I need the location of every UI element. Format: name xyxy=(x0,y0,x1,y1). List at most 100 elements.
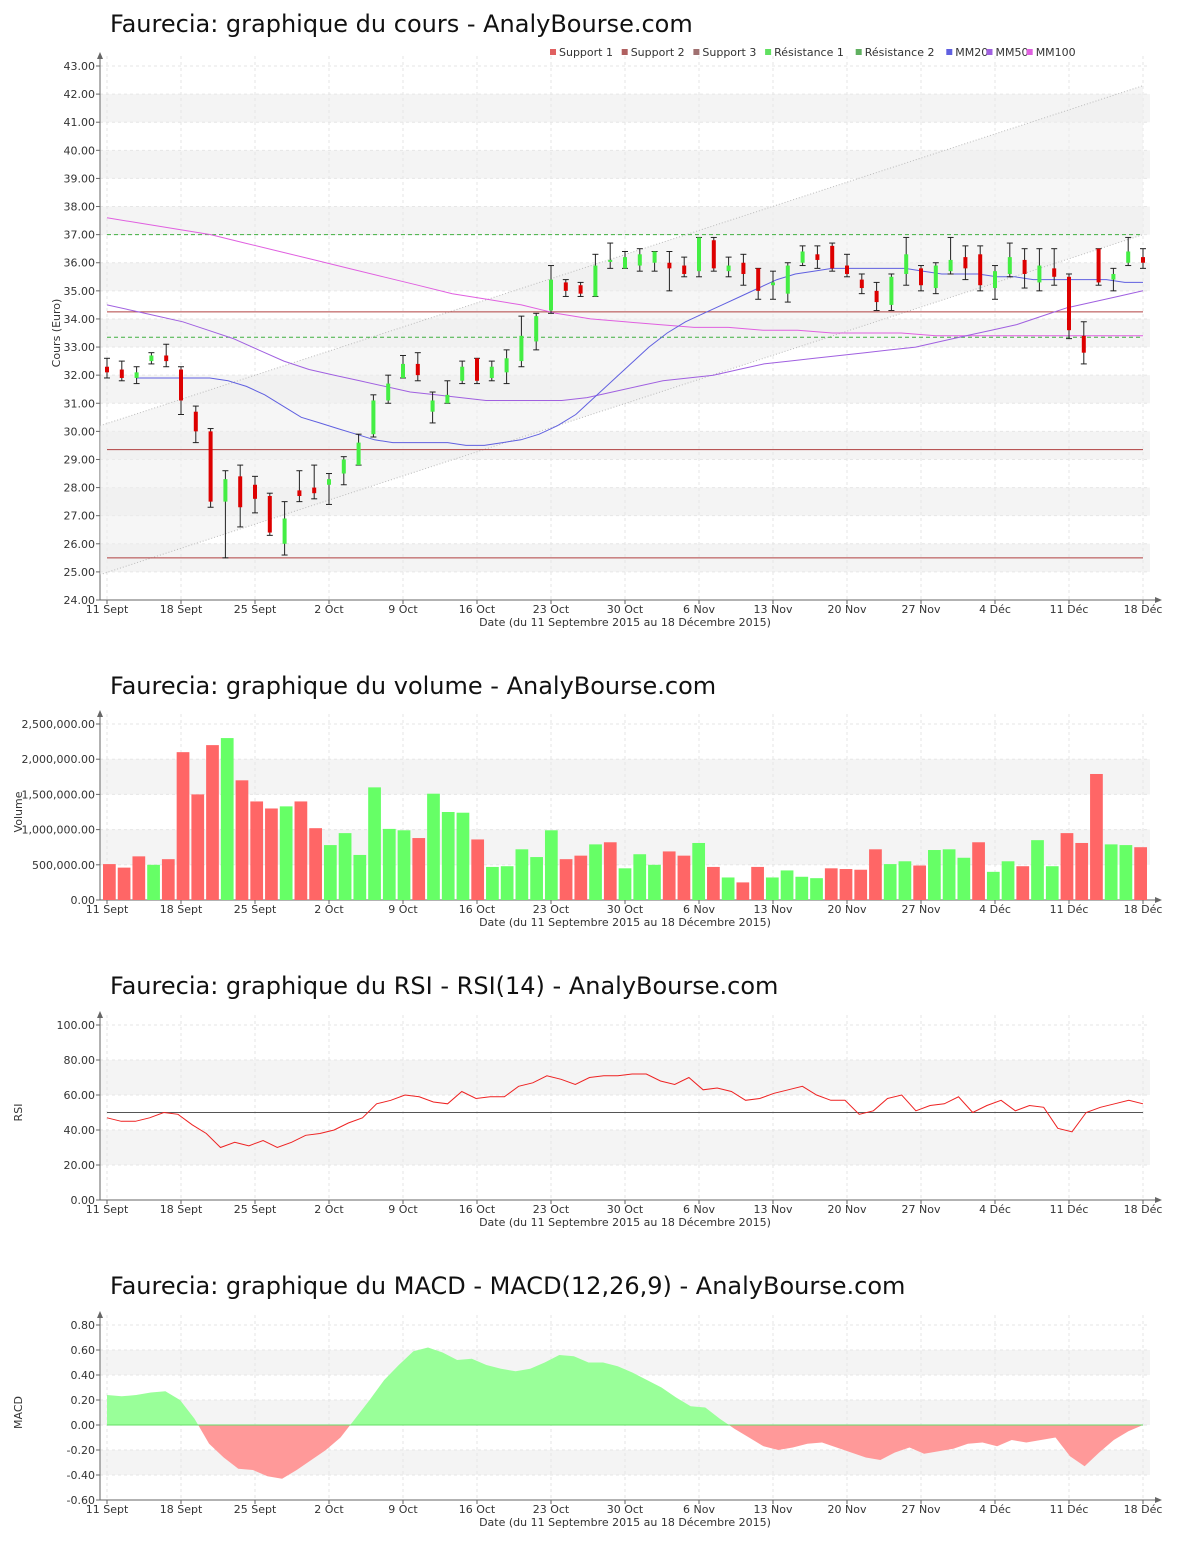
macd-ytick-label: 0.40 xyxy=(71,1369,96,1382)
mm50-line xyxy=(106,290,1144,401)
candle-body xyxy=(697,237,701,272)
candle-body xyxy=(682,265,687,274)
volume-bar xyxy=(515,849,529,900)
macd-chart-title: Faurecia: graphique du MACD - MACD(12,26… xyxy=(110,1272,906,1300)
legend-label: MM20 xyxy=(955,46,988,59)
volume-bar xyxy=(883,864,897,900)
volume-bar xyxy=(751,866,764,900)
macd-ytick-label: 0.60 xyxy=(71,1344,96,1357)
volume-bar xyxy=(530,857,543,900)
macd-xtick-label: 11 Sept xyxy=(86,1503,129,1516)
candle-body xyxy=(1081,335,1086,353)
volume-bar xyxy=(132,856,146,900)
rsi-ytick-label: 40.00 xyxy=(64,1124,96,1137)
price-ytick-label: 36.00 xyxy=(64,257,96,270)
candle-body xyxy=(193,411,198,432)
candle-body xyxy=(341,459,346,474)
volume-bar xyxy=(736,882,750,900)
candle-body xyxy=(859,279,864,289)
volume-bar xyxy=(972,842,985,900)
volume-bar xyxy=(323,845,337,900)
rsi-xtick-label: 25 Sept xyxy=(234,1203,277,1216)
volume-bar xyxy=(1016,866,1030,900)
candle-body xyxy=(1037,265,1042,283)
volume-bar xyxy=(824,868,838,900)
candle-body xyxy=(1052,268,1057,277)
macd-xtick-label: 30 Oct xyxy=(607,1503,644,1516)
price-ytick-label: 35.00 xyxy=(64,285,96,298)
rsi-ytick-label: 100.00 xyxy=(57,1019,96,1032)
macd-xtick-label: 9 Oct xyxy=(388,1503,418,1516)
price-xtick-label: 9 Oct xyxy=(388,603,418,616)
macd-ytick-label: 0.80 xyxy=(71,1319,96,1332)
macd-xtick-label: 18 Sept xyxy=(160,1503,203,1516)
volume-xtick-label: 6 Nov xyxy=(683,903,715,916)
volume-bar xyxy=(810,878,823,900)
price-ytick-label: 31.00 xyxy=(64,397,96,410)
price-ytick-label: 40.00 xyxy=(64,144,96,157)
candle-body xyxy=(845,265,849,274)
volume-bar xyxy=(1104,844,1118,900)
price-ytick-label: 38.00 xyxy=(64,201,96,214)
candle-body xyxy=(105,366,109,373)
volume-bar xyxy=(1031,840,1044,900)
macd-area-negative xyxy=(198,1425,351,1479)
price-ytick-label: 28.00 xyxy=(64,482,96,495)
legend-swatch xyxy=(621,49,628,55)
macd-xtick-label: 18 Déc xyxy=(1124,1503,1163,1516)
candle-body xyxy=(504,358,509,373)
rsi-xtick-label: 13 Nov xyxy=(754,1203,793,1216)
volume-bar xyxy=(353,854,367,900)
price-ytick-label: 26.00 xyxy=(64,538,96,551)
candle-body xyxy=(430,400,435,412)
rsi-line xyxy=(106,1073,1144,1149)
volume-bar xyxy=(1045,866,1059,900)
volume-xtick-label: 2 Oct xyxy=(314,903,344,916)
candle-body xyxy=(623,257,627,269)
price-xtick-label: 4 Déc xyxy=(979,603,1011,616)
volume-bar xyxy=(707,866,720,900)
volume-bar xyxy=(220,738,234,900)
legend-swatch xyxy=(550,49,556,55)
mm20-line xyxy=(136,267,1143,446)
volume-bar xyxy=(441,812,455,900)
candle-body xyxy=(356,442,361,466)
volume-bar xyxy=(161,859,175,900)
candle-body xyxy=(726,265,731,272)
candle-body xyxy=(475,358,479,381)
candle-body xyxy=(593,265,598,297)
volume-bar xyxy=(942,849,956,900)
price-ytick-label: 42.00 xyxy=(64,88,96,101)
candle-body xyxy=(149,355,154,362)
rsi-xtick-label: 18 Sept xyxy=(160,1203,203,1216)
price-xlabel: Date (du 11 Septembre 2015 au 18 Décembr… xyxy=(479,616,771,629)
volume-bar xyxy=(309,828,322,900)
rsi-xtick-label: 18 Déc xyxy=(1124,1203,1163,1216)
volume-bar xyxy=(471,839,485,900)
volume-bar xyxy=(589,844,602,900)
candle-body xyxy=(312,487,317,494)
candle-body xyxy=(489,366,494,378)
volume-bar xyxy=(574,855,588,900)
price-ytick-label: 39.00 xyxy=(64,172,96,185)
candle-body xyxy=(652,251,657,263)
macd-ytick-label: -0.60 xyxy=(67,1494,95,1507)
price-xtick-label: 13 Nov xyxy=(754,603,793,616)
volume-bar xyxy=(721,877,735,900)
volume-bar xyxy=(618,868,632,900)
macd-ytick-label: -0.40 xyxy=(67,1469,95,1482)
volume-bar xyxy=(191,794,205,900)
price-xtick-label: 11 Sept xyxy=(86,603,129,616)
macd-ytick-label: -0.20 xyxy=(67,1444,95,1457)
rsi-xtick-label: 4 Déc xyxy=(979,1203,1011,1216)
price-ytick-label: 34.00 xyxy=(64,313,96,326)
price-chart: 24.00 25.00 26.00 27.00 28.00 29.00 30.00 31.00… xyxy=(50,46,1162,629)
candle-body xyxy=(578,285,583,294)
candle-body xyxy=(1007,257,1012,274)
rsi-xtick-label: 6 Nov xyxy=(683,1203,715,1216)
volume-bar xyxy=(603,842,617,900)
price-xtick-label: 2 Oct xyxy=(314,603,344,616)
price-chart-title: Faurecia: graphique du cours - AnalyBour… xyxy=(110,10,693,38)
candle-body xyxy=(179,369,183,401)
volume-ytick-label: 2,500,000.00 xyxy=(22,718,95,731)
